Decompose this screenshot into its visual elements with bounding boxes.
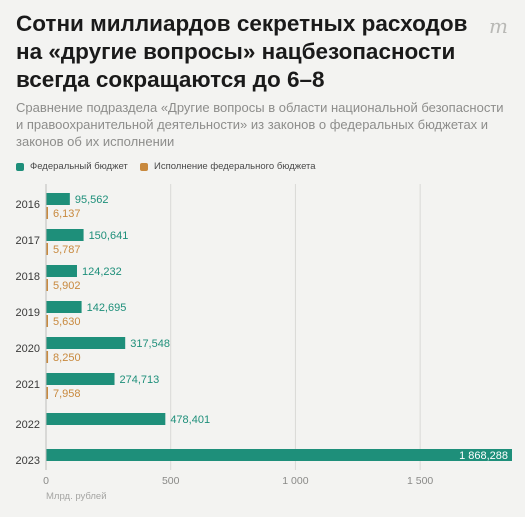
bar-execution: [46, 315, 48, 327]
bar-execution: [46, 279, 48, 291]
chart-title: Сотни миллиардов секретных расходов на «…: [16, 11, 468, 92]
x-tick-label: 1 000: [282, 475, 308, 487]
data-label-budget: 142,695: [87, 302, 127, 314]
bar-budget: [46, 193, 70, 205]
data-label-budget: 150,641: [89, 230, 129, 242]
bar-execution: [46, 207, 48, 219]
data-label-budget: 478,401: [170, 414, 210, 426]
bar-budget: [46, 301, 82, 313]
bar-budget: [46, 413, 166, 425]
x-tick-label: 1 500: [407, 475, 433, 487]
data-label-execution: 6,137: [53, 208, 81, 220]
bar-execution: [46, 387, 48, 399]
bar-execution: [46, 243, 48, 255]
legend-swatch-budget: [16, 162, 24, 171]
chart-subtitle: Сравнение подраздела «Другие вопросы в о…: [16, 100, 504, 149]
category-label: 2016: [16, 199, 40, 211]
category-label: 2020: [16, 343, 40, 355]
bar-budget: [46, 373, 115, 385]
data-label-execution: 5,787: [53, 244, 81, 256]
bar-budget: [46, 337, 126, 349]
data-label-budget: 1 868,288: [459, 450, 508, 462]
category-label: 2023: [16, 455, 40, 467]
legend-item-execution: Исполнение федерального бюджета: [140, 161, 316, 172]
legend-label-execution: Исполнение федерального бюджета: [154, 161, 316, 172]
data-label-execution: 5,630: [53, 316, 81, 328]
bar-budget: [46, 265, 77, 277]
data-label-budget: 124,232: [82, 266, 122, 278]
category-label: 2019: [16, 307, 40, 319]
data-label-budget: 95,562: [75, 194, 109, 206]
data-label-budget: 317,548: [130, 338, 170, 350]
category-label: 2017: [16, 235, 40, 247]
x-tick-label: 0: [43, 475, 49, 487]
bar-budget: [46, 229, 84, 241]
x-axis-label: Млрд. рублей: [46, 491, 107, 502]
legend-label-budget: Федеральный бюджет: [30, 161, 128, 172]
data-label-execution: 8,250: [53, 352, 81, 364]
bar-budget: [46, 449, 512, 461]
legend-swatch-execution: [140, 162, 148, 171]
legend-item-budget: Федеральный бюджет: [16, 161, 128, 172]
bar-execution: [46, 351, 49, 363]
data-label-budget: 274,713: [120, 374, 160, 386]
category-label: 2021: [16, 379, 40, 391]
x-tick-label: 500: [162, 475, 180, 487]
category-label: 2022: [16, 419, 40, 431]
data-label-execution: 7,958: [53, 388, 81, 400]
category-label: 2018: [16, 271, 40, 283]
data-label-execution: 5,902: [53, 280, 81, 292]
logo: m: [489, 14, 508, 38]
